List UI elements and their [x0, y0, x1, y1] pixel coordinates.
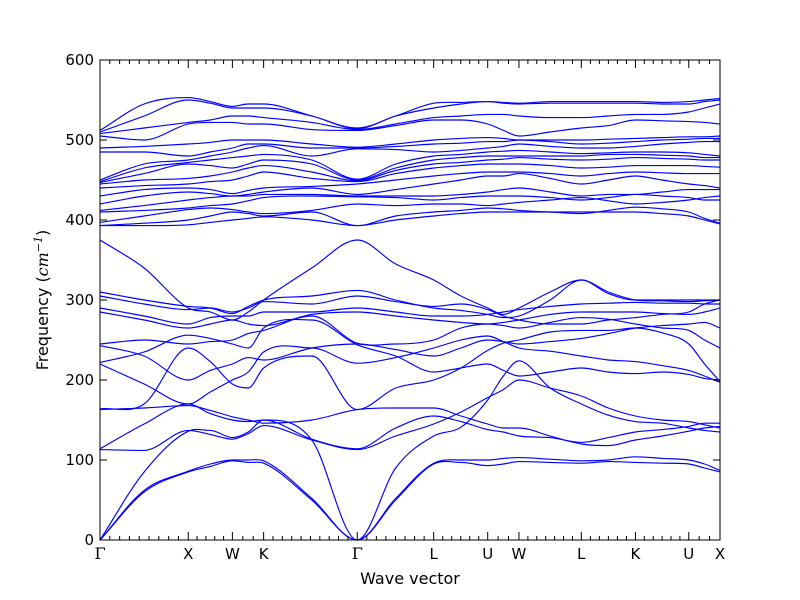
band-line-11 — [99, 315, 721, 349]
band-line-2 — [99, 456, 721, 541]
y-axis-title: Frequency (cm−1) — [32, 230, 52, 371]
high-symmetry-label: Γ — [352, 544, 363, 563]
x-axis-title: Wave vector — [360, 569, 460, 588]
band-line-31 — [99, 119, 721, 141]
y-tick-label: 500 — [65, 131, 94, 149]
band-line-32 — [99, 103, 721, 135]
band-line-1 — [99, 460, 721, 541]
band-line-34 — [99, 97, 721, 131]
band-line-12 — [99, 307, 721, 329]
band-line-14 — [99, 295, 721, 325]
band-line-26 — [99, 153, 720, 183]
band-line-19 — [99, 195, 721, 223]
band-line-17 — [100, 211, 721, 227]
high-symmetry-label: L — [430, 545, 439, 563]
band-line-8 — [99, 335, 721, 405]
band-line-22 — [99, 173, 721, 205]
band-line-24 — [99, 163, 721, 189]
y-axis-title-unit: cm — [33, 252, 52, 276]
band-line-29 — [99, 137, 720, 157]
y-tick-label: 100 — [65, 451, 94, 469]
band-line-4 — [99, 379, 721, 451]
band-line-7 — [99, 327, 721, 411]
high-symmetry-label: L — [577, 545, 586, 563]
band-line-15 — [99, 279, 720, 319]
y-tick-label: 400 — [65, 211, 94, 229]
high-symmetry-label: K — [259, 545, 270, 563]
band-line-10 — [99, 321, 721, 381]
band-line-33 — [99, 99, 721, 133]
plot-frame — [99, 59, 721, 541]
high-symmetry-label: X — [715, 545, 725, 563]
band-line-18 — [99, 206, 721, 227]
band-line-30 — [99, 135, 721, 149]
y-axis-ticks: 0 100 200 300 400 500 600 — [65, 51, 720, 549]
band-line-27 — [99, 149, 721, 183]
y-tick-label: 0 — [84, 531, 94, 549]
y-axis-title-close: ) — [33, 230, 52, 236]
band-line-16 — [99, 239, 721, 321]
y-tick-label: 200 — [65, 371, 94, 389]
band-line-13 — [99, 301, 720, 325]
y-tick-label: 600 — [65, 51, 94, 69]
band-line-20 — [99, 193, 720, 213]
band-line-21 — [99, 187, 720, 211]
band-lines — [99, 97, 721, 541]
y-axis-title-text: Frequency ( — [33, 276, 52, 370]
high-symmetry-label: W — [512, 545, 527, 563]
band-line-9 — [99, 318, 721, 381]
y-axis-title-exponent: −1 — [32, 236, 45, 252]
y-tick-label: 300 — [65, 291, 94, 309]
band-line-25 — [99, 157, 720, 185]
high-symmetry-label: Γ — [94, 544, 105, 563]
high-symmetry-label: W — [225, 545, 240, 563]
band-line-28 — [99, 141, 720, 181]
band-line-3 — [99, 360, 721, 541]
band-line-5 — [99, 403, 720, 450]
high-symmetry-label: K — [631, 545, 642, 563]
high-symmetry-label: U — [482, 545, 493, 563]
high-symmetry-label: X — [183, 545, 193, 563]
band-line-6 — [99, 405, 721, 447]
high-symmetry-label: U — [683, 545, 694, 563]
band-line-23 — [99, 171, 720, 197]
